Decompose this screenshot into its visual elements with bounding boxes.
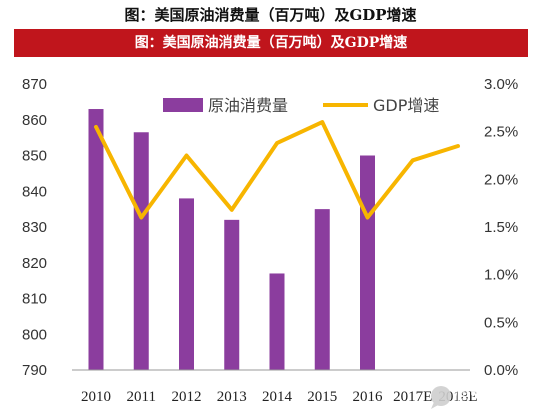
left-tick-label: 820 bbox=[22, 255, 47, 272]
consumption-bar bbox=[133, 132, 149, 370]
legend-bar-swatch bbox=[163, 98, 203, 112]
right-axis-ticks: 0.0% 0.5% 1.0% 1.5% 2.0% 2.5% 3.0% bbox=[484, 76, 518, 379]
speech-bubble-icon bbox=[431, 386, 451, 406]
legend-line-label: GDP增速 bbox=[373, 96, 439, 115]
right-tick-label: 1.5% bbox=[484, 219, 518, 236]
left-tick-label: 830 bbox=[22, 219, 47, 236]
x-tick-label: 2015 bbox=[307, 389, 337, 405]
speech-bubble-icon-tail bbox=[431, 402, 440, 409]
x-tick-label: 2012 bbox=[172, 389, 202, 405]
left-tick-label: 790 bbox=[22, 362, 47, 379]
consumption-bar bbox=[179, 198, 194, 370]
x-tick-label: 2011 bbox=[127, 389, 156, 405]
left-tick-label: 850 bbox=[22, 148, 47, 165]
left-tick-label: 810 bbox=[22, 291, 47, 308]
right-tick-label: 0.0% bbox=[484, 362, 518, 379]
right-tick-label: 1.0% bbox=[484, 267, 518, 284]
chart-banner: 图：美国原油消费量（百万吨）及GDP增速 bbox=[14, 29, 528, 57]
x-tick-label: 2014 bbox=[262, 389, 293, 405]
consumption-bar bbox=[314, 209, 330, 370]
consumption-bar bbox=[360, 155, 375, 370]
left-tick-label: 870 bbox=[22, 76, 47, 93]
legend: 原油消费量 GDP增速 bbox=[163, 96, 439, 115]
right-tick-label: 2.5% bbox=[484, 124, 518, 141]
consumption-bar bbox=[88, 109, 104, 371]
bar-series bbox=[88, 109, 375, 371]
x-axis-ticks: 2010 2011 2012 2013 2014 2015 2016 2017E 2018E bbox=[81, 389, 478, 405]
right-tick-label: 0.5% bbox=[484, 314, 518, 331]
consumption-bar bbox=[224, 219, 240, 370]
gdp-line bbox=[94, 120, 460, 220]
watermark-text: 悟空问答 bbox=[455, 388, 515, 406]
left-tick-label: 840 bbox=[22, 183, 47, 200]
x-tick-label: 2010 bbox=[81, 389, 111, 405]
left-tick-label: 860 bbox=[22, 112, 47, 129]
x-tick-label: 2016 bbox=[353, 389, 384, 405]
watermark: 悟空问答 bbox=[431, 386, 515, 409]
legend-bar-label: 原油消费量 bbox=[208, 96, 288, 115]
consumption-bar bbox=[269, 273, 285, 370]
left-tick-label: 800 bbox=[22, 326, 47, 343]
left-axis-ticks: 790 800 810 820 830 840 850 860 870 bbox=[22, 76, 47, 379]
x-tick-label: 2017E bbox=[393, 389, 432, 405]
right-tick-label: 2.0% bbox=[484, 171, 518, 188]
figure-title: 图：美国原油消费量（百万吨）及GDP增速 bbox=[124, 6, 417, 24]
right-tick-label: 3.0% bbox=[484, 76, 518, 93]
x-tick-label: 2013 bbox=[217, 389, 247, 405]
